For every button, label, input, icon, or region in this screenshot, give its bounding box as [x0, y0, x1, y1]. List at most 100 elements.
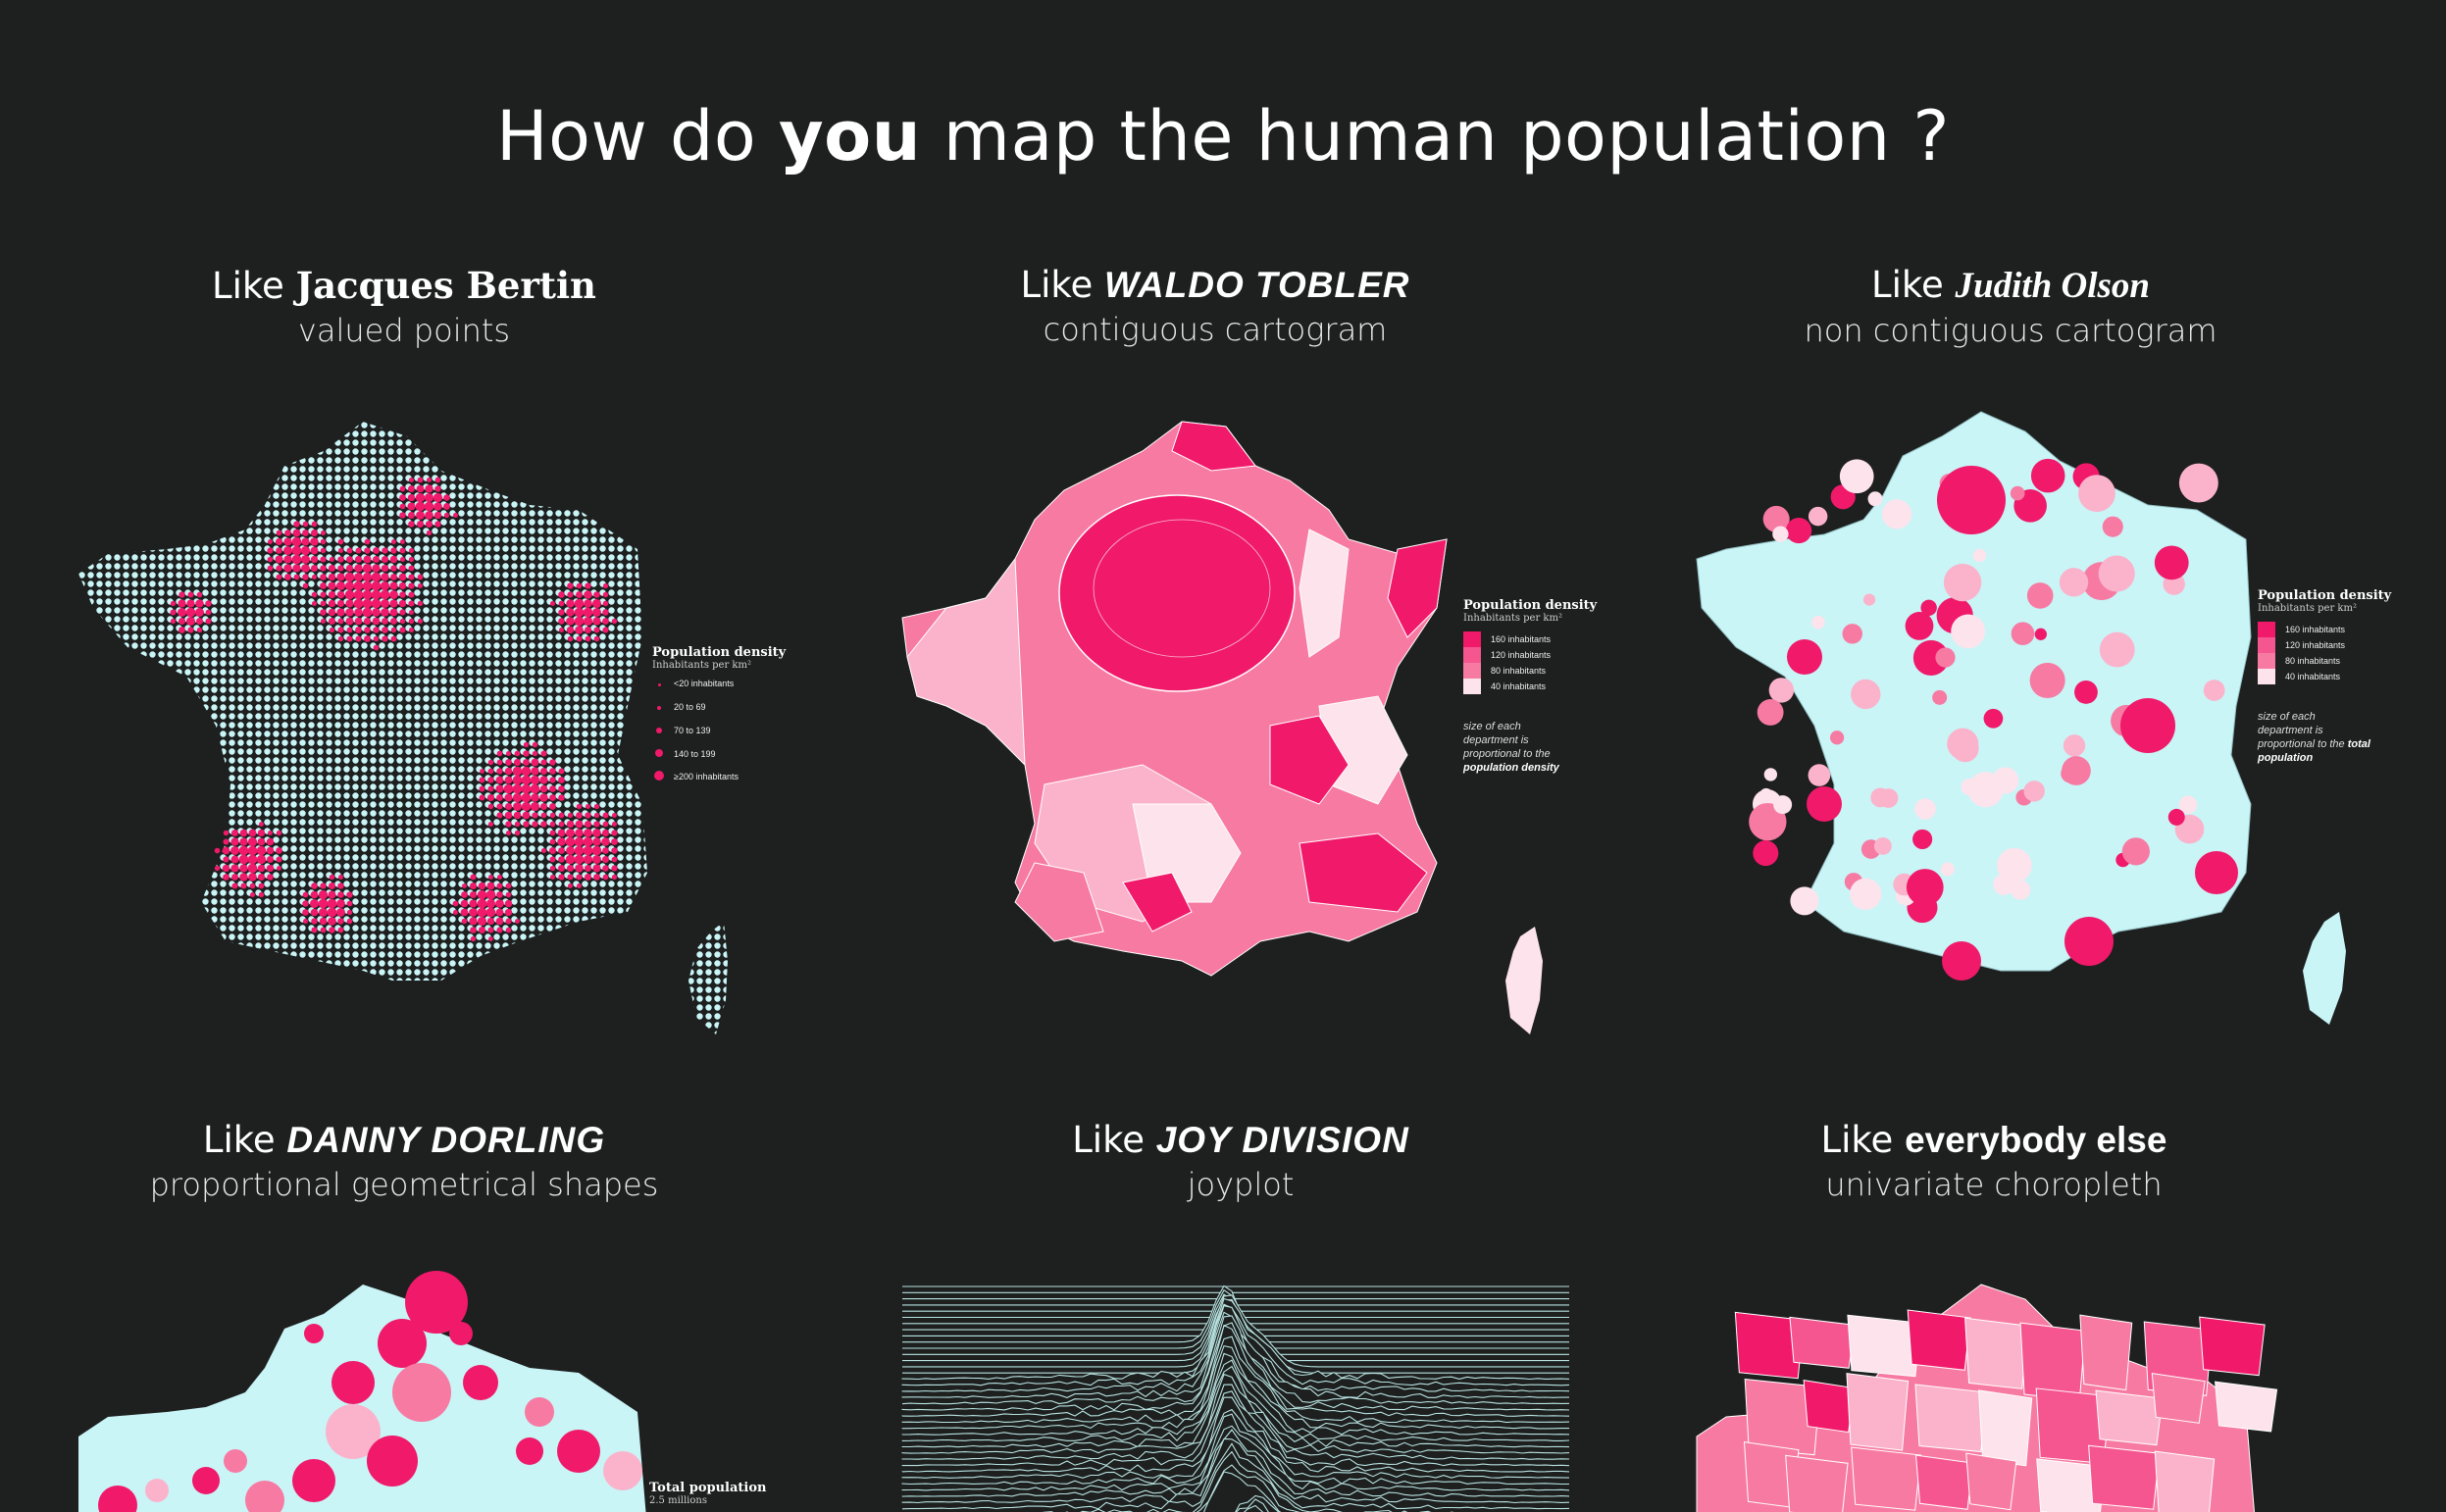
density-point	[602, 582, 609, 589]
density-point	[292, 529, 301, 537]
density-point	[558, 785, 565, 792]
density-point	[539, 776, 548, 784]
density-point	[478, 882, 486, 890]
department-shape	[2178, 463, 2218, 503]
density-point	[513, 802, 522, 811]
density-point	[512, 792, 523, 803]
department-shape	[1851, 679, 1881, 710]
density-point	[320, 609, 327, 616]
density-point	[495, 899, 504, 908]
density-point	[390, 635, 397, 642]
density-point	[574, 836, 585, 847]
density-point	[310, 908, 319, 917]
density-point	[336, 581, 345, 590]
density-point	[602, 618, 609, 625]
density-point	[302, 582, 309, 589]
author-name: Jacques Bertin	[295, 264, 596, 307]
density-point	[602, 627, 609, 633]
density-point	[408, 582, 415, 589]
density-point	[461, 918, 468, 925]
density-point	[256, 854, 267, 865]
department-shape	[2167, 808, 2185, 826]
density-point	[567, 591, 574, 598]
density-point	[485, 907, 496, 918]
density-point	[611, 847, 618, 854]
density-point	[389, 555, 398, 564]
density-point	[549, 838, 556, 845]
corsica-outline	[688, 922, 728, 1034]
density-point	[320, 556, 327, 563]
density-point	[337, 635, 344, 642]
density-point	[426, 529, 433, 536]
density-point	[539, 802, 548, 811]
legend-subtitle: Inhabitants per km²	[1463, 613, 1562, 624]
density-point	[514, 750, 521, 757]
density-point	[354, 608, 363, 617]
density-point	[319, 917, 328, 926]
density-point	[345, 617, 354, 626]
legend-item: 120 inhabitants	[1463, 647, 1597, 663]
density-point	[398, 599, 407, 608]
map-olson	[1696, 411, 2346, 1025]
population-circle	[292, 1459, 335, 1502]
density-point	[302, 900, 309, 907]
density-point	[399, 485, 406, 492]
department-shape	[2063, 734, 2086, 757]
legend-tobler: Population density Inhabitants per km² 1…	[1463, 598, 1597, 775]
density-point	[557, 829, 566, 837]
density-point	[372, 617, 381, 626]
density-point	[583, 616, 593, 627]
density-point	[585, 865, 591, 872]
department-region	[1785, 1454, 1849, 1512]
density-point	[505, 891, 512, 898]
panel-olson-header: Like Judith Olson non contiguous cartogr…	[1667, 263, 2354, 350]
density-point	[434, 477, 441, 483]
department-shape	[2034, 628, 2047, 640]
department-region	[2079, 1314, 2133, 1391]
density-point	[195, 617, 204, 626]
density-point	[612, 813, 617, 818]
panel-choropleth-header: Like everybody else univariate choroplet…	[1651, 1118, 2337, 1204]
density-point	[310, 555, 319, 564]
density-point	[408, 574, 415, 580]
density-point	[382, 556, 388, 563]
joyplot-line	[1243, 1504, 1264, 1512]
density-point	[249, 891, 256, 898]
density-point	[407, 502, 416, 511]
density-point	[593, 803, 600, 810]
density-point	[336, 908, 345, 917]
density-point	[329, 927, 335, 933]
density-point	[602, 609, 609, 616]
density-point	[346, 891, 353, 898]
population-circle	[405, 1271, 468, 1334]
density-point	[567, 812, 574, 819]
legend-note: size of each department is proportional …	[2258, 711, 2370, 764]
density-point	[415, 492, 426, 503]
density-point	[362, 563, 373, 574]
density-point	[276, 547, 282, 554]
legend-item: 20 to 69	[652, 702, 786, 712]
density-point	[549, 821, 556, 828]
density-point	[558, 821, 565, 828]
density-point	[523, 741, 530, 748]
density-point	[222, 846, 230, 855]
department-shape	[2011, 880, 2031, 900]
department-region	[1907, 1309, 1971, 1371]
department-region	[1915, 1454, 1974, 1510]
density-point	[549, 785, 556, 792]
department-region	[1734, 1311, 1805, 1380]
density-point	[530, 783, 540, 794]
density-point	[443, 503, 450, 510]
density-point	[391, 539, 396, 544]
density-point	[549, 777, 556, 783]
density-point	[320, 565, 327, 572]
department-shape	[2099, 631, 2135, 668]
density-point	[231, 830, 238, 836]
density-point	[469, 890, 478, 899]
department-region	[2095, 1389, 2164, 1446]
density-point	[399, 503, 406, 510]
legend-item: 160 inhabitants	[1463, 631, 1597, 647]
density-point	[320, 574, 327, 580]
density-point	[487, 821, 494, 828]
density-point	[470, 874, 477, 881]
